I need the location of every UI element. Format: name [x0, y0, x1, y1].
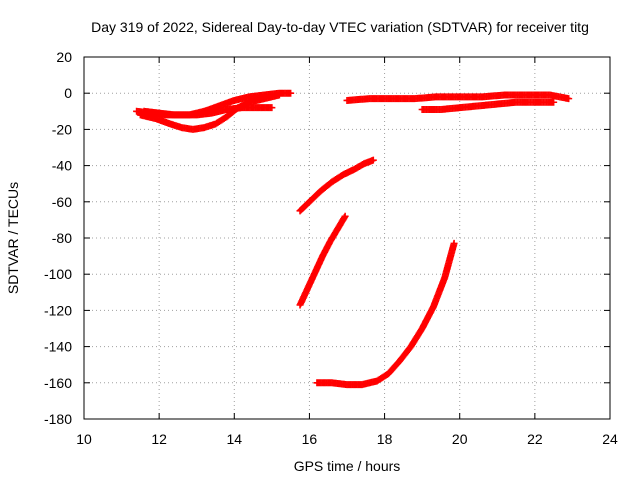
y-tick-label: -140	[44, 339, 72, 355]
data-points	[133, 89, 573, 389]
x-tick-label: 12	[151, 431, 167, 447]
data-point	[341, 212, 349, 220]
x-tick-label: 24	[602, 431, 618, 447]
x-tick-label: 22	[527, 431, 543, 447]
y-tick-label: -40	[52, 158, 72, 174]
data-point	[268, 104, 276, 112]
y-tick-label: 0	[64, 85, 72, 101]
x-tick-label: 20	[452, 431, 468, 447]
y-tick-label: -180	[44, 411, 72, 427]
x-tick-label: 16	[302, 431, 318, 447]
series-7	[296, 212, 349, 309]
x-tick-label: 18	[377, 431, 393, 447]
x-tick-label: 10	[76, 431, 92, 447]
y-tick-label: -100	[44, 266, 72, 282]
data-point	[565, 95, 573, 103]
x-tick-label: 14	[226, 431, 242, 447]
series-2	[136, 91, 283, 133]
data-point	[550, 98, 558, 106]
series-6	[296, 156, 377, 215]
y-tick-label: -160	[44, 375, 72, 391]
y-tick-label: 20	[56, 49, 72, 65]
chart-title: Day 319 of 2022, Sidereal Day-to-day VTE…	[91, 19, 589, 35]
series-4	[343, 91, 573, 104]
y-tick-label: -60	[52, 194, 72, 210]
y-tick-label: -120	[44, 302, 72, 318]
y-tick-label: -20	[52, 121, 72, 137]
series-5	[418, 98, 558, 113]
series-8	[313, 239, 458, 389]
data-point	[369, 156, 377, 164]
plot-frame	[83, 56, 611, 420]
grid	[84, 57, 610, 419]
y-axis-label: SDTVAR / TECUs	[5, 182, 21, 294]
data-point	[287, 89, 295, 97]
x-axis-label: GPS time / hours	[294, 458, 401, 474]
axis-ticks: 10 12 14 16 18 20 22 24 -180 -160 -140 -120 -100 -80 -…	[44, 49, 618, 447]
y-tick-label: -80	[52, 230, 72, 246]
data-point	[450, 239, 458, 247]
series-3	[140, 89, 295, 119]
